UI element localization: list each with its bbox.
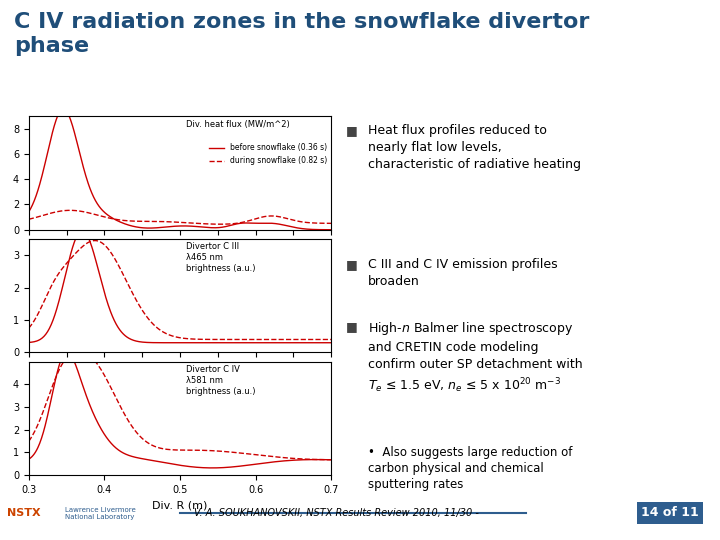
Text: Divertor C III
λ465 nm
brightness (a.u.): Divertor C III λ465 nm brightness (a.u.) [186, 242, 256, 273]
Text: V. A. SOUKHANOVSKII, NSTX Results Review 2010, 11/30 -: V. A. SOUKHANOVSKII, NSTX Results Review… [194, 508, 480, 518]
Text: C IV radiation zones in the snowflake divertor
phase: C IV radiation zones in the snowflake di… [14, 12, 590, 57]
Text: •  Also suggests large reduction of
carbon physical and chemical
sputtering rate: • Also suggests large reduction of carbo… [368, 446, 572, 491]
Text: NSTX: NSTX [7, 508, 41, 518]
Text: ■: ■ [346, 124, 357, 137]
Legend: before snowflake (0.36 s), during snowflake (0.82 s): before snowflake (0.36 s), during snowfl… [206, 140, 330, 168]
Text: Heat flux profiles reduced to
nearly flat low levels,
characteristic of radiativ: Heat flux profiles reduced to nearly fla… [368, 124, 580, 171]
Text: Div. heat flux (MW/m^2): Div. heat flux (MW/m^2) [186, 119, 289, 129]
Text: High-$n$ Balmer line spectroscopy
and CRETIN code modeling
confirm outer SP deta: High-$n$ Balmer line spectroscopy and CR… [368, 320, 582, 395]
Text: Lawrence Livermore
National Laboratory: Lawrence Livermore National Laboratory [65, 507, 135, 519]
Text: Divertor C IV
λ581 nm
brightness (a.u.): Divertor C IV λ581 nm brightness (a.u.) [186, 365, 256, 396]
Text: ■: ■ [346, 258, 357, 271]
X-axis label: Div. R (m): Div. R (m) [153, 501, 207, 510]
Text: C III and C IV emission profiles
broaden: C III and C IV emission profiles broaden [368, 258, 557, 288]
Text: 14 of 11: 14 of 11 [641, 507, 698, 519]
Text: ■: ■ [346, 320, 357, 333]
